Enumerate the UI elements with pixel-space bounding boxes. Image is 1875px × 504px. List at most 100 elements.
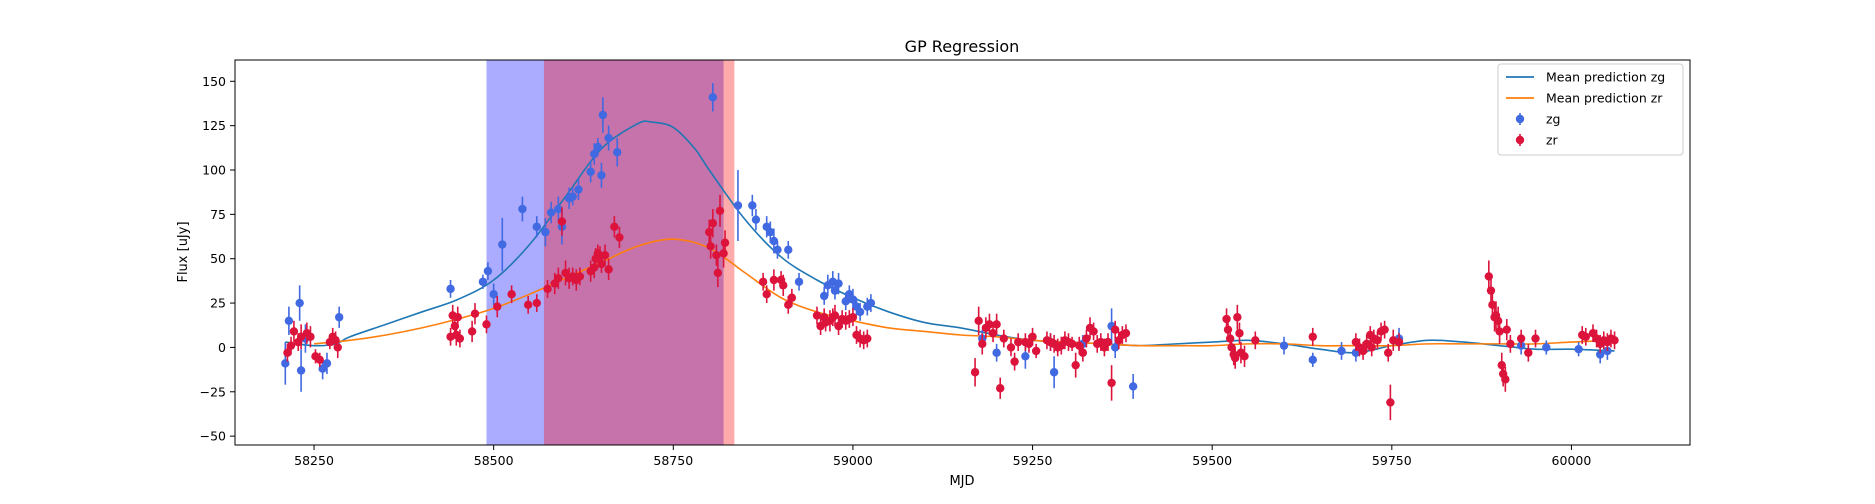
data-point-zr — [863, 329, 872, 348]
data-point-zr — [470, 303, 480, 325]
data-point-zg — [518, 196, 527, 222]
point-marker — [855, 307, 865, 317]
point-marker — [978, 339, 987, 349]
data-point-zr — [1121, 324, 1131, 343]
point-marker — [1531, 334, 1540, 343]
data-point-zr — [597, 255, 606, 273]
point-marker — [773, 245, 782, 255]
y-tick-label: 75 — [210, 207, 226, 222]
data-point-zr — [315, 352, 324, 367]
data-point-zr — [1495, 319, 1504, 344]
legend-label: zg — [1546, 112, 1561, 127]
data-point-zr — [604, 258, 613, 280]
point-marker — [1121, 329, 1131, 338]
point-marker — [604, 133, 613, 143]
point-marker — [1373, 336, 1382, 345]
point-marker — [1308, 355, 1317, 365]
data-point-zr — [1067, 336, 1077, 351]
y-tick-label: 0 — [218, 340, 226, 355]
point-marker — [970, 368, 980, 377]
data-point-zg — [478, 274, 488, 289]
point-marker — [597, 259, 606, 269]
data-point-zr — [779, 274, 788, 296]
data-point-zr — [455, 329, 465, 348]
point-marker — [590, 263, 599, 272]
data-point-zr — [286, 336, 296, 355]
point-marker — [713, 268, 723, 278]
data-point-zr — [1394, 333, 1404, 351]
point-marker — [784, 245, 793, 255]
legend-label: Mean prediction zg — [1546, 70, 1665, 85]
data-point-zr — [289, 320, 299, 343]
data-point-zr — [532, 294, 541, 312]
point-marker — [1078, 348, 1088, 357]
data-point-zr — [974, 306, 983, 335]
chart-title: GP Regression — [905, 37, 1020, 56]
data-point-zr — [992, 313, 1001, 335]
x-tick-label: 58250 — [294, 453, 334, 468]
point-marker — [999, 334, 1009, 343]
point-marker — [1574, 344, 1583, 354]
point-marker — [610, 222, 619, 231]
legend-items: Mean prediction zg Mean prediction zr zg zr — [1506, 70, 1665, 148]
plot-area-frame — [234, 59, 1691, 446]
data-point-zr — [978, 333, 987, 355]
point-marker — [586, 167, 595, 176]
point-marker — [1222, 314, 1231, 324]
point-marker — [600, 250, 610, 260]
point-marker — [507, 289, 516, 299]
data-point-zr — [1103, 333, 1113, 351]
legend-entry-4: zr — [1515, 133, 1559, 148]
point-marker — [1235, 329, 1244, 338]
shaded-regions — [486, 60, 735, 445]
data-point-zg — [541, 217, 550, 247]
point-marker — [453, 313, 462, 322]
data-point-zr — [769, 269, 779, 291]
point-marker — [598, 110, 608, 120]
data-point-zg — [794, 272, 804, 291]
point-marker — [532, 298, 541, 308]
legend-label: zr — [1546, 133, 1559, 148]
point-marker — [1501, 375, 1510, 384]
point-marker — [284, 316, 294, 326]
point-marker — [751, 215, 761, 224]
point-marker — [706, 242, 715, 251]
data-point-zg — [1049, 356, 1059, 389]
point-marker — [848, 313, 858, 322]
point-marker — [493, 302, 502, 311]
data-point-zr — [493, 295, 502, 318]
legend-frame — [1497, 63, 1684, 156]
point-marker — [315, 355, 324, 365]
legend-entry-2: Mean prediction zr — [1506, 91, 1663, 106]
data-point-zg — [574, 178, 583, 201]
data-point-zr — [1107, 365, 1116, 401]
data-point-zr — [988, 324, 998, 343]
point-marker — [554, 204, 563, 214]
point-marker — [992, 320, 1001, 329]
data-point-zg — [1308, 352, 1317, 367]
data-points — [281, 83, 1619, 421]
point-marker — [1337, 346, 1346, 356]
data-point-zr — [1235, 322, 1244, 344]
point-marker — [779, 281, 788, 290]
point-marker — [708, 219, 718, 228]
point-marker — [1610, 336, 1619, 345]
point-marker — [1071, 360, 1080, 370]
point-marker — [1089, 327, 1098, 336]
data-point-zr — [1010, 352, 1019, 371]
point-marker — [532, 222, 541, 231]
x-tick-label: 58750 — [653, 453, 693, 468]
point-marker — [1067, 339, 1077, 349]
point-marker — [286, 341, 296, 350]
legend-entry-1: Mean prediction zg — [1506, 70, 1665, 85]
data-point-zr — [467, 320, 477, 343]
point-marker — [455, 334, 465, 343]
data-point-zg — [532, 216, 541, 238]
point-marker — [1103, 337, 1113, 347]
data-point-zg — [284, 306, 294, 335]
point-marker — [988, 329, 998, 338]
point-marker — [1506, 339, 1515, 349]
data-point-zg — [733, 170, 743, 241]
point-marker — [758, 277, 768, 286]
